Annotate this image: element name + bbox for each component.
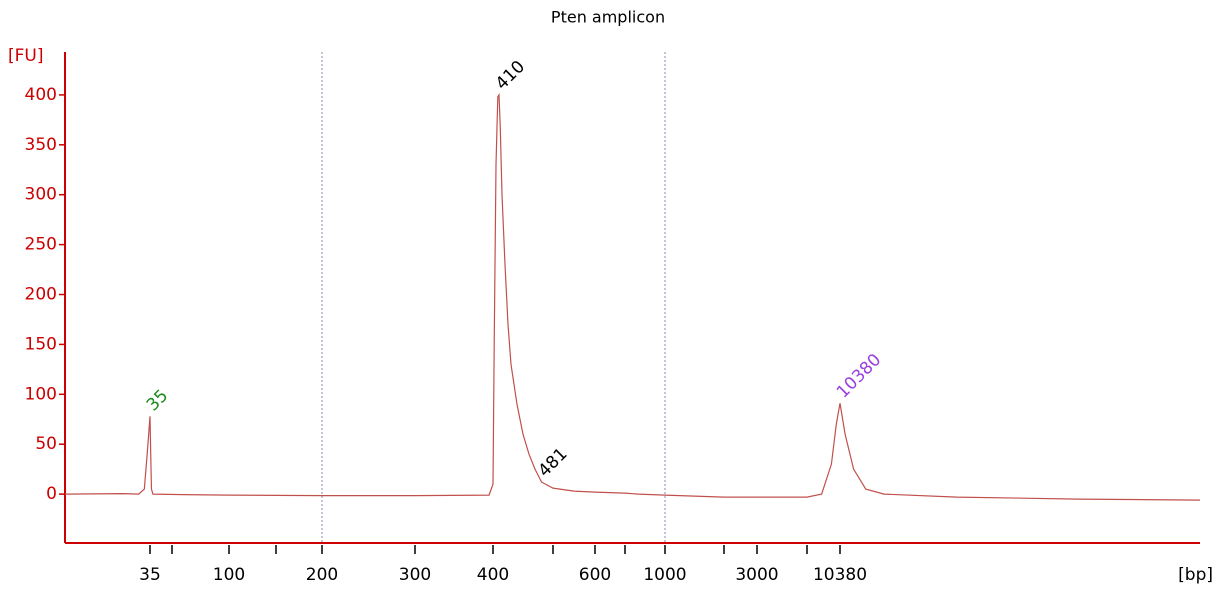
peak-label: 35 [143,386,172,415]
x-tick-label: 600 [579,565,611,585]
y-tick-label: 200 [25,285,57,305]
trace [64,92,1201,501]
x-tick-label: 10380 [813,565,867,585]
chart-title: Pten amplicon [551,8,665,27]
y-tick-label: 150 [25,334,57,354]
x-tick-label: 400 [477,565,509,585]
x-tick-label: 200 [306,565,338,585]
x-axis-label: [bp] [1178,565,1213,585]
y-tick-label: 400 [25,85,57,105]
peak-label: 410 [492,57,529,94]
x-tick-label: 100 [213,565,245,585]
x-tick-label: 300 [399,565,431,585]
y-tick-label: 100 [25,384,57,404]
y-tick-label: 250 [25,235,57,255]
x-tick-label: 3000 [735,565,778,585]
peak-label: 481 [535,444,572,481]
y-tick-label: 50 [35,434,57,454]
y-axis-label: [FU] [8,46,44,66]
x-tick-label: 1000 [643,565,686,585]
x-tick-label: 35 [139,565,161,585]
y-tick-label: 0 [46,484,57,504]
y-tick-label: 350 [25,135,57,155]
peak-label: 10380 [833,350,885,402]
y-tick-label: 300 [25,185,57,205]
